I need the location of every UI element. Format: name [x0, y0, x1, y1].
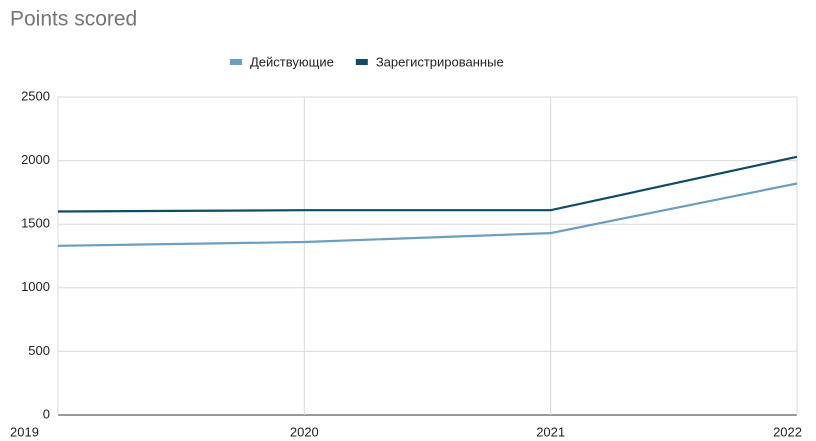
- y-tick-label: 2000: [21, 152, 50, 167]
- legend-swatch: [230, 59, 242, 65]
- legend-label: Действующие: [250, 54, 334, 69]
- x-tick-label: 2020: [290, 424, 319, 439]
- x-tick-label: 2021: [536, 424, 565, 439]
- x-tick-label: 2019: [10, 424, 39, 439]
- y-tick-label: 500: [28, 343, 50, 358]
- y-tick-label: 1500: [21, 216, 50, 231]
- legend-swatch: [355, 59, 368, 65]
- series-line: [57, 182, 798, 247]
- series-line: [57, 155, 798, 213]
- y-tick-label: 0: [43, 406, 50, 421]
- y-tick-label: 2500: [21, 88, 50, 103]
- legend-label: Зарегистрированные: [376, 54, 504, 69]
- x-tick-label: 2022: [773, 424, 802, 439]
- y-tick-label: 1000: [21, 279, 50, 294]
- chart-title: Points scored: [10, 8, 137, 31]
